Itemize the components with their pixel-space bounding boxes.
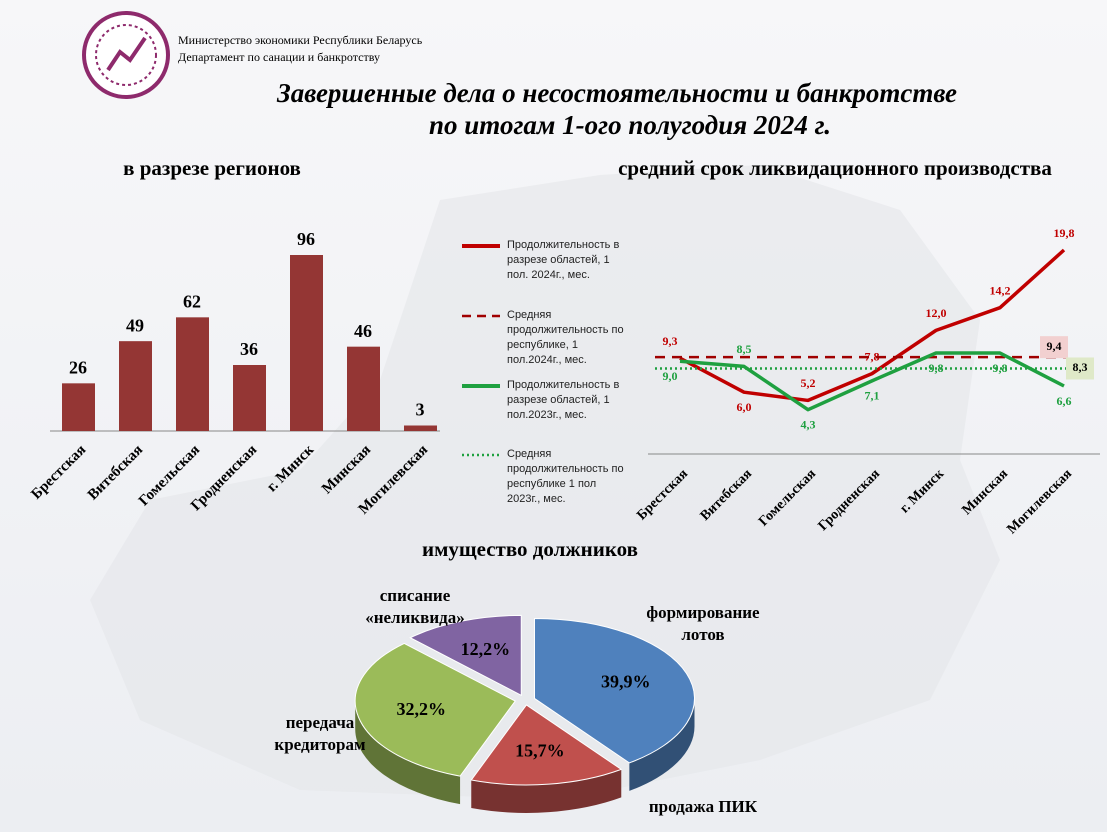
bar <box>119 341 152 431</box>
title: Завершенные дела о несостоятельности и б… <box>276 78 957 108</box>
series-line <box>679 351 1065 412</box>
bar <box>404 425 437 431</box>
label-box <box>1040 336 1068 359</box>
title: по итогам 1-ого полугодия 2024 г. <box>429 110 831 140</box>
department: Департамент по санации и банкротству <box>178 50 380 64</box>
value-label: 9,4 <box>1047 339 1062 353</box>
pie-slice <box>354 642 516 777</box>
value-label: 39,9% <box>601 672 651 692</box>
pie-slice-side <box>355 701 461 805</box>
value-label: 4,3 <box>801 417 816 431</box>
pie-slice <box>409 614 522 697</box>
pie-slice <box>534 617 695 764</box>
x-tick-label: Брестская <box>28 442 89 503</box>
value-label: 6,0 <box>737 400 752 414</box>
value-label: 12,0 <box>926 306 947 320</box>
bar <box>233 365 266 431</box>
chart-title: в разрезе регионов <box>123 156 301 180</box>
logo <box>82 11 170 99</box>
value-label: 32,2% <box>397 699 447 719</box>
value-label: 49 <box>126 315 144 335</box>
slice-category: передача кредиторам <box>274 713 366 754</box>
slice-category: списание «неликвида» <box>365 586 465 627</box>
legend-entry: Продолжительность в разрезе областей, 1 … <box>507 239 620 281</box>
slice-category: формирование лотов <box>646 603 760 644</box>
value-label: 15,7% <box>515 741 565 761</box>
value-label: 12,2% <box>461 639 511 659</box>
bar <box>62 383 95 431</box>
legend-entry: Средняя продолжительность по республике,… <box>507 309 624 366</box>
value-label: 9,0 <box>663 369 678 383</box>
value-label: 26 <box>69 357 87 377</box>
bar <box>176 317 209 431</box>
series-line <box>679 248 1066 403</box>
ministry: Министерство экономики Республики Белару… <box>178 33 423 47</box>
value-label: 7,1 <box>865 389 880 403</box>
x-tick-label: Витебская <box>85 442 146 503</box>
value-label: 8,5 <box>737 342 752 356</box>
value-label: 5,2 <box>801 376 816 390</box>
label-box <box>1066 357 1094 380</box>
value-label: 19,8 <box>1054 226 1075 240</box>
value-label: 7,8 <box>865 349 880 363</box>
slice-category: продажа ПИК <box>648 797 758 816</box>
value-label: 6,6 <box>1057 394 1072 408</box>
value-label: 9,3 <box>663 334 678 348</box>
legend-entry: Средняя продолжительность по республике … <box>507 448 624 505</box>
pie-slice <box>470 704 623 786</box>
pie-slice-side <box>629 698 695 791</box>
value-label: 8,3 <box>1073 360 1088 374</box>
bar <box>290 255 323 431</box>
map-background <box>90 165 1000 800</box>
value-label: 3 <box>416 400 425 420</box>
legend-entry: Продолжительность в разрезе областей, 1 … <box>507 379 620 421</box>
value-label: 14,2 <box>990 283 1011 297</box>
value-label: 36 <box>240 339 258 359</box>
value-label: 46 <box>354 321 372 341</box>
x-tick-label: Могилевская <box>1004 466 1075 537</box>
value-label: 96 <box>297 229 315 249</box>
pie-slice-side <box>471 769 622 813</box>
bar <box>347 346 380 431</box>
value-label: 62 <box>183 291 201 311</box>
chart-title: имущество должников <box>422 537 638 561</box>
chart-title: средний срок ликвидационного производств… <box>618 156 1052 180</box>
